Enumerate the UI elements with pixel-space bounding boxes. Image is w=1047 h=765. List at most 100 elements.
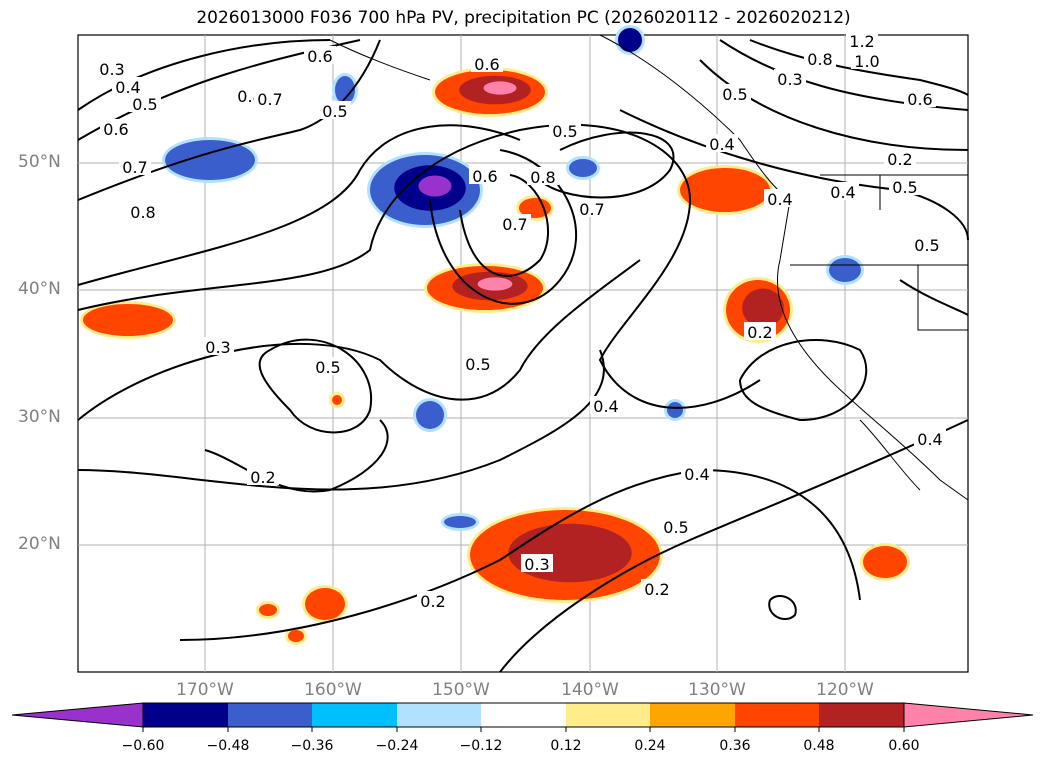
contour-label: 0.7 — [579, 200, 604, 219]
contour-label-bg — [312, 357, 344, 375]
contour-label-bg — [884, 149, 916, 167]
contour-label: 0.4 — [917, 430, 942, 449]
colorbar-tick-label: −0.48 — [206, 738, 250, 754]
contour-label-bg — [96, 59, 128, 77]
contour-label: 0.7 — [122, 158, 147, 177]
colorbar-tick-label: 0.60 — [888, 738, 920, 754]
colorbar-tick-label: 0.36 — [719, 738, 751, 754]
precip-area — [259, 604, 277, 616]
colorbar-tick-label: 0.24 — [634, 738, 666, 754]
contour-label: 0.3 — [524, 555, 549, 574]
contour-label-bg — [660, 517, 692, 535]
pv-contour-line — [749, 39, 969, 96]
colorbar-extend-max — [903, 702, 1034, 728]
colorbar-segment — [566, 703, 650, 727]
colorbar-tick-label: 0.48 — [803, 738, 835, 754]
precip-area — [483, 81, 517, 95]
contour-label: 0.3 — [99, 60, 124, 79]
contour-label-bg — [804, 49, 836, 67]
contour-labels: 0.30.40.50.60.80.70.50.60.70.80.60.50.6 0… — [96, 31, 946, 611]
lat-label: 50°N — [18, 152, 61, 172]
lat-label: 30°N — [18, 407, 61, 427]
contour-label-bg — [549, 121, 581, 139]
contour-label-bg — [471, 54, 503, 72]
colorbar-segment — [481, 703, 566, 727]
contour-label: 0.4 — [767, 190, 792, 209]
contour-label-bg — [319, 101, 351, 119]
precip-area — [519, 198, 551, 218]
contour-label: 0.5 — [322, 102, 347, 121]
precip-area — [667, 402, 683, 418]
precipitation-fill — [80, 25, 910, 645]
precip-area — [305, 588, 345, 620]
lon-label: 140°W — [561, 680, 619, 700]
lon-label: 160°W — [304, 680, 362, 700]
contour-label: 0.5 — [465, 355, 490, 374]
contour-label: 0.2 — [250, 468, 275, 487]
contour-label-bg — [499, 214, 531, 232]
plot-title: 2026013000 F036 700 hPa PV, precipitatio… — [196, 8, 851, 28]
precip-area — [335, 76, 355, 104]
pv-contour-line — [258, 338, 373, 434]
colorbar — [11, 702, 1034, 732]
pv-contour-line — [499, 419, 969, 673]
contour-label-bg — [904, 89, 936, 107]
contour-label: 0.5 — [663, 518, 688, 537]
contour-label: 0.6 — [474, 55, 499, 74]
pv-contour-line — [77, 124, 521, 286]
contour-label: 0.7 — [502, 215, 527, 234]
contour-label: 0.5 — [552, 122, 577, 141]
colorbar-tick-label: 0.12 — [550, 738, 582, 754]
contour-label-bg — [112, 77, 144, 95]
contour-label-bg — [202, 337, 234, 355]
contour-label-bg — [774, 69, 806, 87]
contour-label-bg — [764, 189, 796, 207]
precip-area — [618, 28, 642, 52]
pv-contour-line — [539, 131, 675, 199]
precip-area — [332, 395, 342, 405]
colorbar-tick-label: −0.60 — [121, 738, 165, 754]
lon-label: 120°W — [816, 680, 874, 700]
pv-contour-line — [768, 595, 797, 620]
contour-label-bg — [827, 182, 859, 200]
contour-label-bg — [254, 89, 286, 107]
precip-area — [680, 168, 770, 212]
contour-label: 0.2 — [887, 150, 912, 169]
pv-contour-line — [77, 123, 761, 409]
pv-contour-line — [77, 39, 381, 201]
lat-label: 40°N — [18, 279, 61, 299]
contour-label: 0.2 — [644, 580, 669, 599]
contour-label-bg — [846, 31, 878, 49]
contour-label: 0.7 — [257, 90, 282, 109]
contour-label: 0.5 — [315, 358, 340, 377]
pv-contour-line — [77, 259, 641, 421]
contour-label-bg — [576, 199, 608, 217]
contour-label: 0.6 — [307, 47, 332, 66]
contour-label-bg — [417, 591, 449, 609]
precip-area — [829, 258, 861, 282]
contour-label: 0.4 — [593, 397, 618, 416]
precip-area — [288, 630, 304, 642]
pv-contour-line — [179, 468, 861, 641]
pv-contour-line — [699, 59, 969, 151]
contour-label: 0.3 — [205, 338, 230, 357]
lon-label: 130°W — [688, 680, 746, 700]
precip-area — [165, 140, 255, 180]
contour-label: 0.4 — [709, 135, 734, 154]
colorbar-extend-min — [11, 702, 144, 728]
contour-label: 0.5 — [722, 85, 747, 104]
colorbar-segment — [819, 703, 904, 727]
contour-label: 0.6 — [103, 120, 128, 139]
colorbar-segment — [650, 703, 735, 727]
precip-area — [444, 516, 476, 528]
coastline-path — [599, 34, 969, 501]
contour-label: 0.5 — [892, 178, 917, 197]
contour-label: 1.0 — [854, 52, 879, 71]
lat-label: 20°N — [18, 534, 61, 554]
contour-label: 0.5 — [132, 95, 157, 114]
contour-label-bg — [304, 46, 336, 64]
contour-label-bg — [119, 157, 151, 175]
contour-label-bg — [127, 202, 159, 220]
pv-contour-line — [899, 279, 969, 316]
pv-contour-line — [77, 39, 331, 111]
